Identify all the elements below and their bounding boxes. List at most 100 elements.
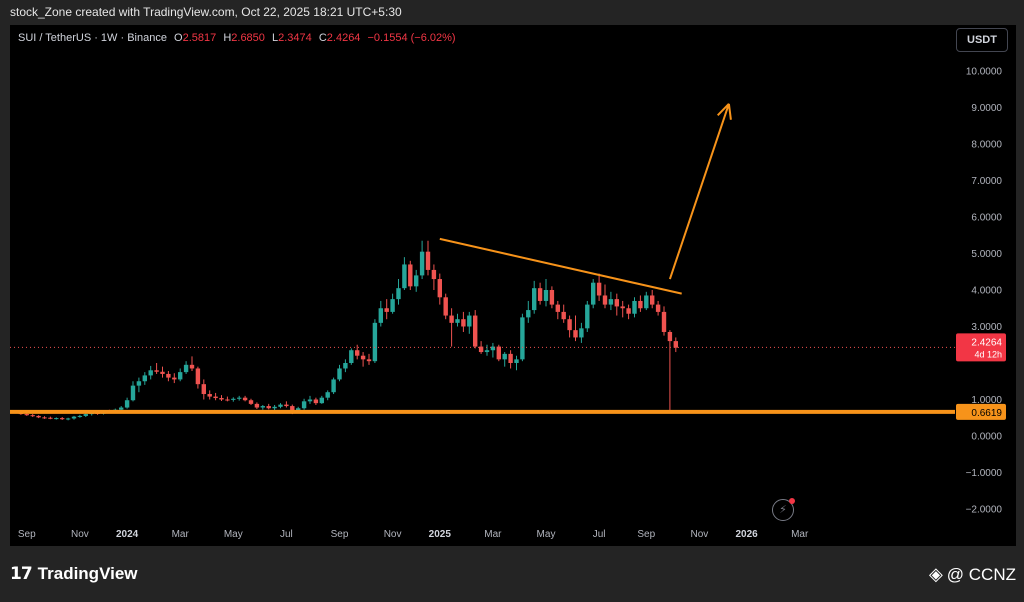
candle-body — [366, 359, 372, 362]
x-tick-label: Nov — [384, 529, 402, 540]
y-tick-label: 1.0000 — [971, 395, 1002, 406]
candle-body — [136, 381, 142, 386]
x-tick-label: 2024 — [116, 529, 139, 540]
candle-body — [325, 392, 330, 398]
candle-body — [443, 297, 448, 316]
candle-body — [355, 350, 360, 356]
x-tick-label: May — [537, 529, 556, 540]
candle-body — [655, 304, 661, 312]
candle-body — [343, 363, 348, 369]
close-value: 2.4264 — [326, 32, 361, 44]
candle-body — [24, 414, 29, 416]
arrow-head — [727, 103, 732, 120]
notification-dot-icon — [789, 498, 795, 504]
x-tick-label: Mar — [484, 529, 502, 540]
y-tick-label: −2.0000 — [966, 505, 1003, 516]
tradingview-logo[interactable]: 𝟭𝟳 TradingView — [10, 564, 138, 584]
currency-button[interactable]: USDT — [956, 28, 1008, 52]
candle-body — [307, 399, 313, 402]
x-tick-label: 2025 — [429, 529, 452, 540]
candle-body — [602, 295, 608, 305]
candle-body — [532, 288, 537, 311]
candle-body — [402, 264, 407, 289]
binance-diamond-icon: ◈ — [928, 564, 943, 584]
candle-body — [207, 394, 212, 397]
arrow-head — [716, 103, 730, 116]
candle-body — [372, 322, 378, 362]
candle-body — [573, 330, 578, 338]
candle-body — [248, 400, 254, 404]
candle-body — [390, 299, 395, 312]
candle-body — [130, 385, 136, 401]
candle-body — [160, 371, 165, 374]
candle-body — [561, 311, 566, 320]
candle-body — [71, 416, 77, 419]
y-tick-label: 9.0000 — [971, 103, 1002, 114]
support-price-badge — [956, 403, 1006, 420]
y-tick-label: 7.0000 — [971, 176, 1002, 187]
candle-body — [514, 359, 519, 363]
candle-body — [608, 299, 614, 305]
candle-body — [419, 251, 425, 276]
candle-body — [614, 299, 619, 307]
candle-body — [237, 397, 242, 399]
candle-body — [455, 319, 460, 323]
candle-body — [378, 308, 383, 323]
candle-body — [65, 418, 71, 420]
candle-body — [319, 397, 324, 404]
current-price-badge — [956, 333, 1006, 362]
chart-panel[interactable]: 10.0000 9.0000 8.0000 7.0000 6.0000 5.0000 4.0… — [10, 25, 1016, 546]
candle-body — [632, 300, 637, 314]
candle-body — [60, 418, 65, 420]
candle-body — [591, 282, 596, 305]
y-tick-label: 4.0000 — [971, 286, 1002, 297]
candle-body — [425, 251, 431, 270]
candle-body — [650, 295, 655, 305]
lightning-icon[interactable]: ⚡ — [772, 498, 795, 521]
candle-body — [148, 370, 153, 376]
candle-body — [225, 399, 230, 401]
y-tick-label: 0.0000 — [971, 432, 1002, 443]
low-label: L — [271, 32, 279, 44]
candle-body — [201, 384, 206, 395]
candle-body — [502, 353, 507, 360]
close-label: C — [318, 32, 327, 44]
chart-canvas[interactable]: 10.0000 9.0000 8.0000 7.0000 6.0000 5.0000 4.0… — [10, 25, 1016, 546]
candle-body — [278, 404, 283, 407]
candle-body — [54, 418, 59, 420]
candle-body — [567, 319, 572, 331]
watermark: ◈ @ CCNZ — [929, 564, 1016, 585]
candle-body — [284, 404, 289, 407]
trendline — [439, 237, 682, 295]
candle-body — [301, 401, 307, 409]
candle-body — [414, 275, 419, 287]
candle-body — [195, 368, 201, 385]
candle-body — [626, 308, 631, 314]
candle-body — [142, 375, 147, 382]
candle-body — [231, 398, 236, 400]
candle-body — [585, 304, 590, 329]
y-tick-label: 3.0000 — [971, 322, 1002, 333]
breakout-arrow — [668, 103, 730, 280]
candle-body — [48, 417, 53, 419]
candle-body — [219, 398, 224, 400]
symbol-name[interactable]: SUI / TetherUS · 1W · Binance — [18, 32, 167, 44]
x-tick-label: Mar — [791, 529, 809, 540]
x-tick-label: May — [224, 529, 243, 540]
candle-body — [526, 310, 531, 318]
x-tick-label: Mar — [172, 529, 190, 540]
candle-body — [349, 350, 354, 363]
y-tick-label: 10.0000 — [966, 67, 1003, 78]
x-tick-label: Sep — [637, 529, 655, 540]
candle-body — [496, 346, 501, 360]
candle-body — [119, 407, 124, 410]
candle-body — [83, 414, 88, 416]
candle-body — [644, 295, 649, 309]
candle-body — [431, 269, 437, 280]
candle-body — [437, 279, 442, 298]
candle-body — [620, 306, 625, 309]
watermark-text: @ CCNZ — [946, 565, 1016, 584]
candle-body — [178, 372, 183, 380]
candle-body — [661, 311, 667, 332]
open-label: O — [174, 32, 183, 44]
